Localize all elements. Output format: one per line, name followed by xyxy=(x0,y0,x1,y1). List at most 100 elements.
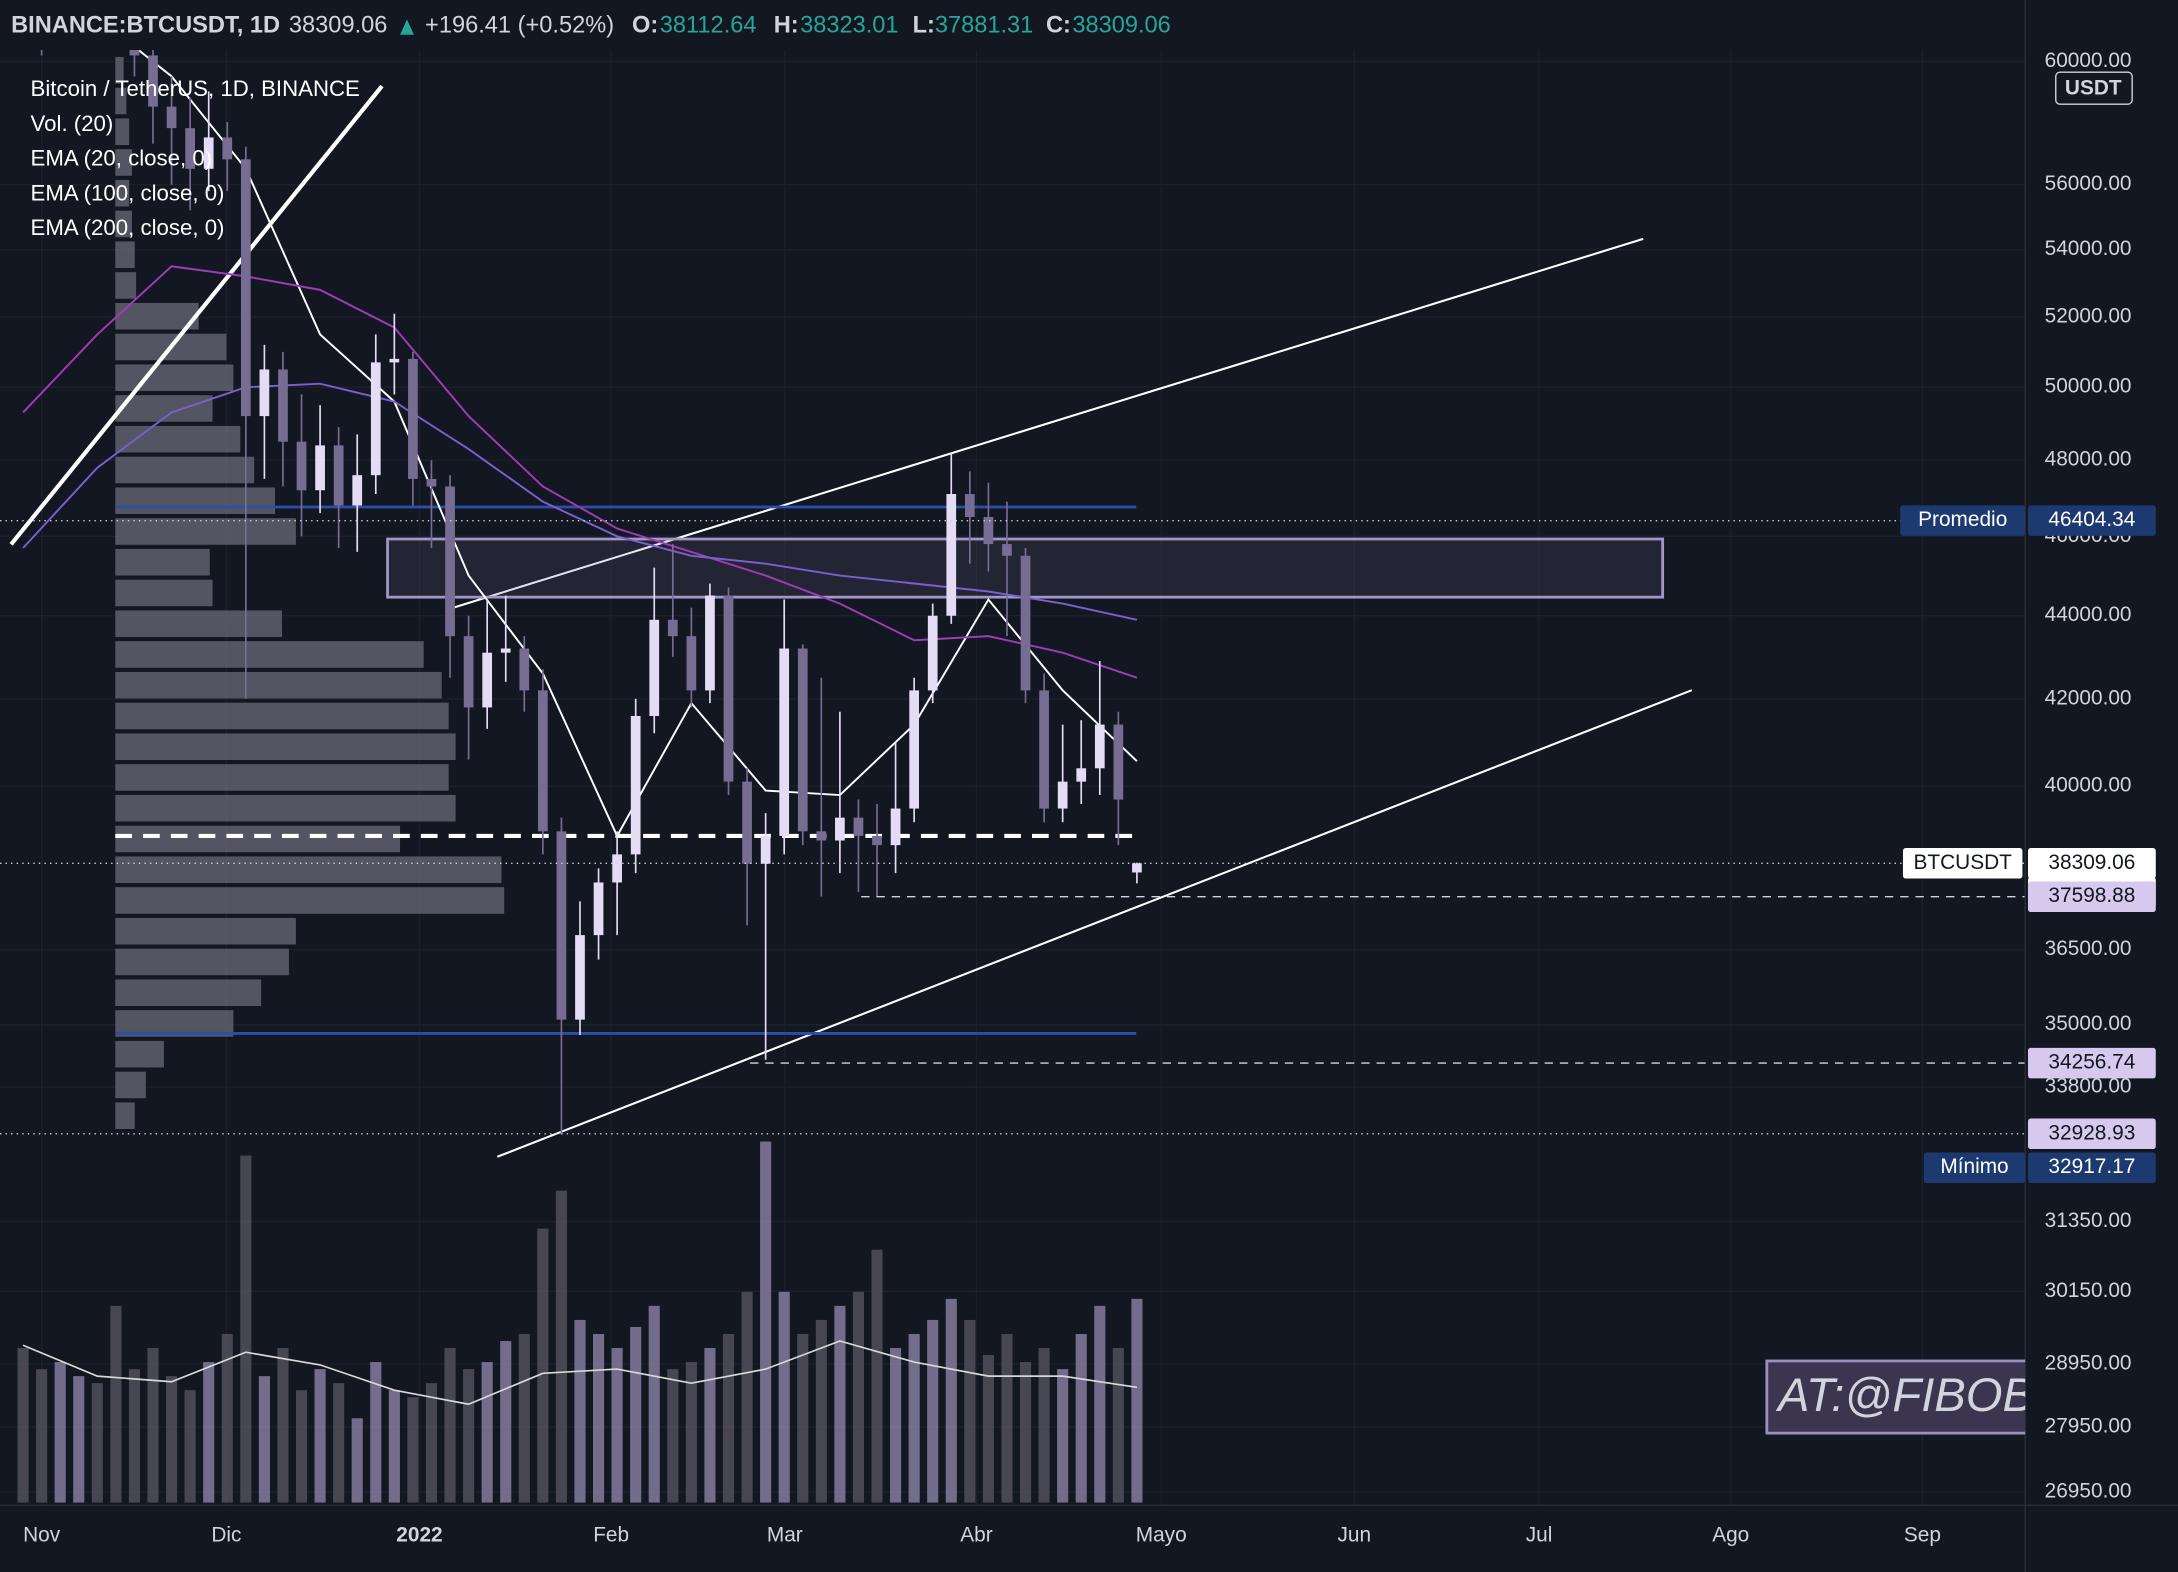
candle-body xyxy=(816,831,827,841)
volume-bar xyxy=(91,1383,103,1503)
candle-body xyxy=(667,619,678,637)
volume-bar xyxy=(481,1362,493,1503)
high-value: 38323.01 xyxy=(800,13,898,39)
candle-body xyxy=(1057,781,1068,809)
profile-bar xyxy=(115,979,262,1007)
candle-body xyxy=(686,636,697,691)
volume-bar xyxy=(741,1291,753,1503)
volume-bar xyxy=(1131,1298,1143,1503)
candle-body xyxy=(1076,768,1087,782)
candle-body xyxy=(723,595,734,782)
time-label: Mar xyxy=(767,1523,803,1546)
profile-bar xyxy=(115,272,137,299)
watermark-box xyxy=(1765,1359,2026,1435)
profile-bar xyxy=(115,794,456,822)
time-label: Nov xyxy=(23,1523,61,1546)
minimo-value-box xyxy=(2027,1152,2156,1184)
profile-bar xyxy=(115,210,132,238)
currency[interactable]: USDT xyxy=(2065,76,2122,99)
level-value: 37598.88 xyxy=(2048,884,2135,907)
channel-upper xyxy=(451,237,1644,610)
volume-bar xyxy=(815,1319,827,1503)
volume-bar xyxy=(388,1390,400,1503)
y-tick-label: 27950.00 xyxy=(2045,1414,2132,1437)
volume-bar xyxy=(704,1348,716,1503)
low-value: 37881.31 xyxy=(935,13,1033,39)
profile-bar xyxy=(115,364,234,392)
volume-bar xyxy=(258,1376,270,1503)
candle-body xyxy=(166,106,177,129)
volume-bar xyxy=(592,1333,605,1503)
candle-body xyxy=(593,882,604,936)
volume-bar xyxy=(147,1348,159,1503)
candle-body xyxy=(927,615,938,691)
volume-bar xyxy=(890,1348,902,1503)
volume-bar xyxy=(685,1362,697,1503)
price-levels xyxy=(0,519,2026,1135)
volume-bar xyxy=(574,1319,586,1503)
candle-body xyxy=(760,835,771,864)
volume-bar xyxy=(1057,1369,1069,1503)
promedio-value: 46404.34 xyxy=(2048,508,2135,531)
volume-bar xyxy=(630,1326,642,1503)
volume-ma xyxy=(22,1340,1138,1406)
candle-body xyxy=(333,445,344,506)
candle-body xyxy=(1132,863,1142,873)
profile-bar xyxy=(115,825,401,853)
y-tick-label: 40000.00 xyxy=(2045,774,2132,797)
volume-bar xyxy=(797,1333,809,1503)
open-label: O: xyxy=(632,13,658,39)
promedio-label-box xyxy=(1900,505,2026,536)
volume-bar xyxy=(463,1369,475,1503)
y-tick-label: 56000.00 xyxy=(2045,172,2132,195)
time-label: Feb xyxy=(593,1523,629,1546)
time-label: Jun xyxy=(1338,1523,1372,1546)
candle-body xyxy=(1113,724,1124,800)
candle-body xyxy=(445,486,455,637)
last-price: 38309.06 xyxy=(289,13,387,39)
time-scale: Nov Dic 2022 Feb Mar Abr Mayo Jun Jul Ag… xyxy=(23,1523,1941,1546)
candle-body xyxy=(946,494,957,616)
y-tick-label: 60000.00 xyxy=(2045,49,2132,72)
volume-bar xyxy=(444,1348,456,1503)
candle-body xyxy=(1094,724,1105,769)
candle-body xyxy=(835,817,845,841)
candle-body xyxy=(742,781,752,864)
volume-bar xyxy=(982,1355,994,1503)
profile-bar xyxy=(115,856,502,884)
volume-bar xyxy=(1094,1305,1106,1503)
low-label: L: xyxy=(913,13,935,39)
minimo-label-box xyxy=(1923,1152,2026,1184)
volume-bar xyxy=(648,1305,660,1503)
watermark: AT:@FIBOBE xyxy=(1765,1359,2066,1435)
y-tick-label: 52000.00 xyxy=(2045,305,2132,328)
candle-body xyxy=(890,808,901,846)
volume-bar xyxy=(1075,1333,1087,1503)
minimo-value: 32917.17 xyxy=(2048,1155,2135,1178)
candle-body xyxy=(519,648,530,691)
candle-body xyxy=(259,369,270,417)
volume-bar xyxy=(871,1249,883,1503)
last-value: 38309.06 xyxy=(2048,851,2135,874)
volume-bar xyxy=(1112,1348,1124,1503)
legend-title: Bitcoin / TetherUS, 1D, BINANCE xyxy=(31,76,360,101)
candle-body xyxy=(556,831,567,1020)
candle-body xyxy=(408,358,418,479)
profile-bar xyxy=(115,518,296,545)
currency-box[interactable] xyxy=(2055,71,2133,105)
candle-body xyxy=(148,55,158,107)
candles xyxy=(40,49,1142,1135)
y-tick-label: 35000.00 xyxy=(2045,1012,2132,1035)
legend-item: EMA (20, close, 0) xyxy=(31,146,213,171)
candle-body xyxy=(909,690,920,809)
ema-line xyxy=(22,265,1138,679)
time-label: Abr xyxy=(960,1523,992,1546)
y-tick-label: 54000.00 xyxy=(2045,237,2132,260)
watermark-text: AT:@FIBOBE xyxy=(1775,1369,2066,1422)
volume-bar xyxy=(333,1383,345,1503)
candle-body xyxy=(705,595,715,691)
candle-body xyxy=(872,835,882,846)
y-tick-label: 36500.00 xyxy=(2045,937,2132,960)
profile-bar xyxy=(115,948,289,976)
